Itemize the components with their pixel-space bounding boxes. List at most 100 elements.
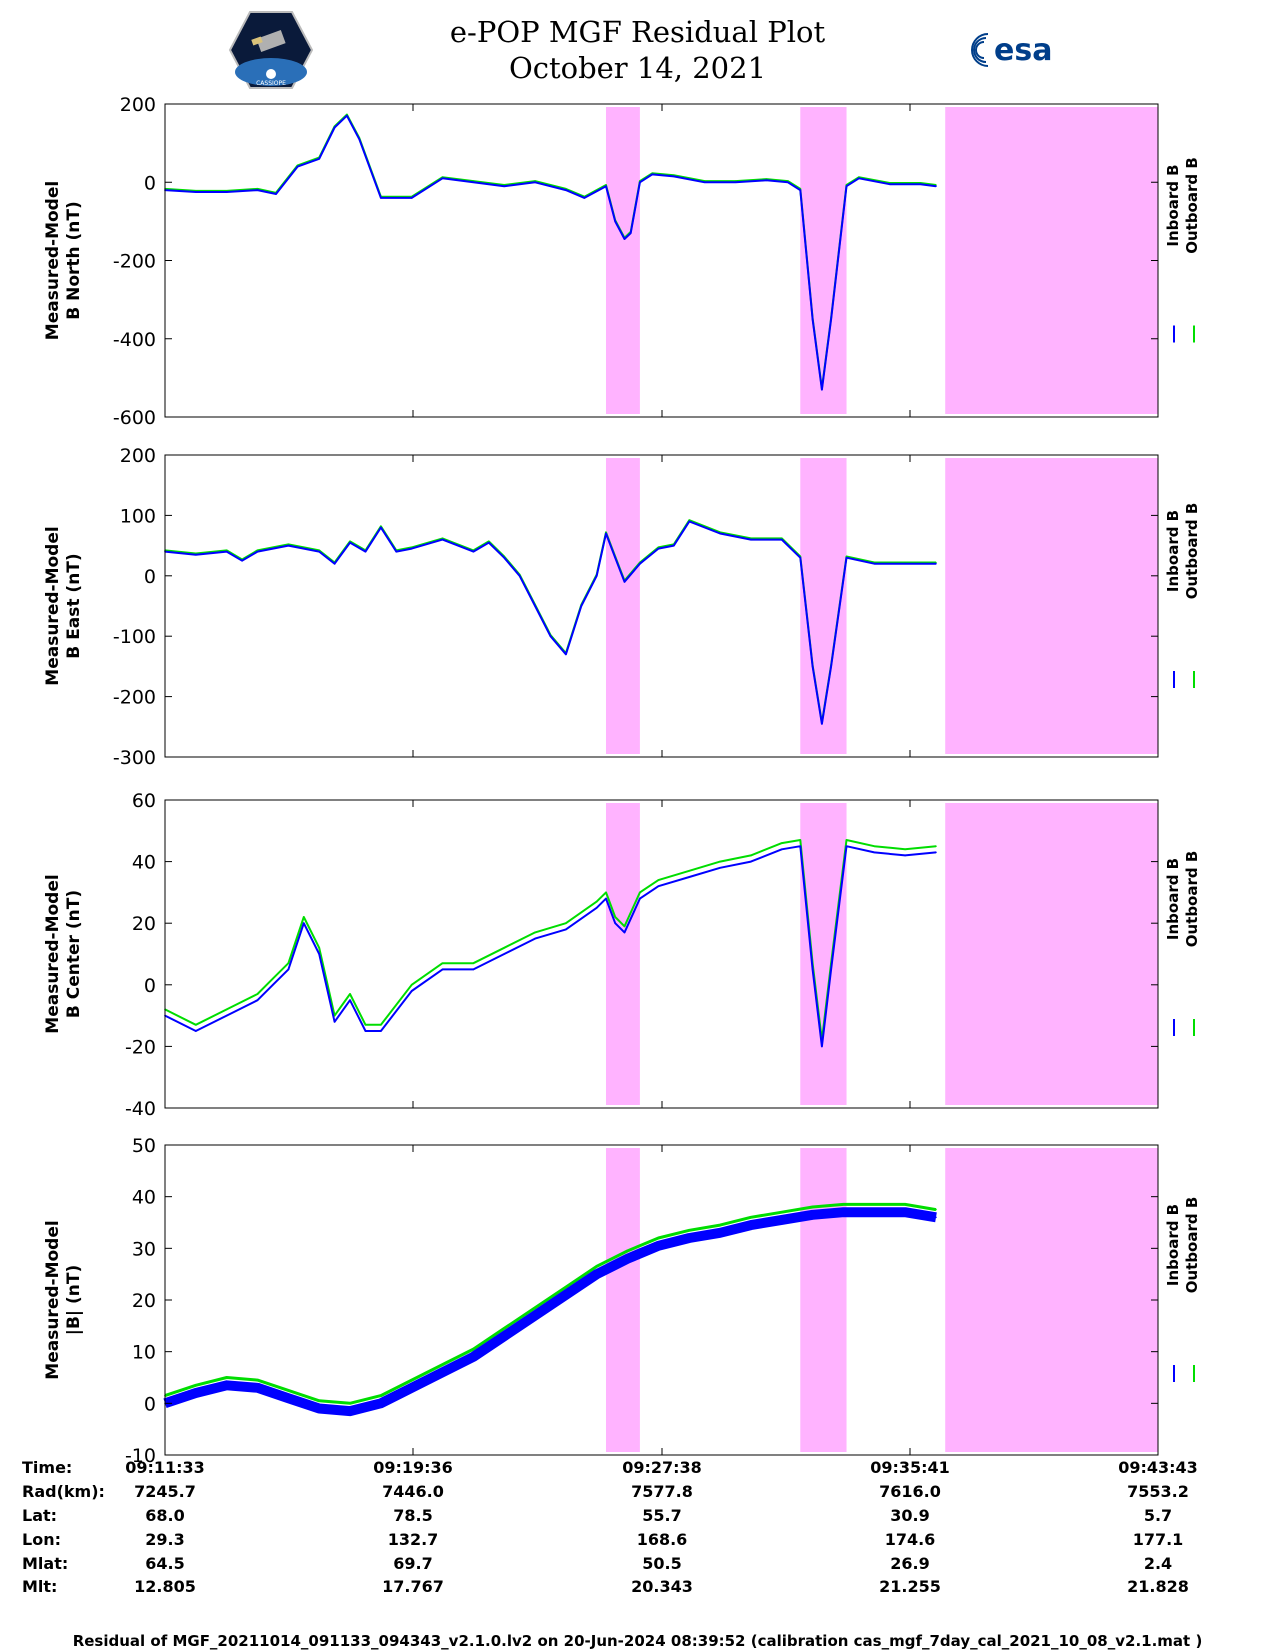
shaded-region-1: [605, 803, 640, 1105]
y-tick-label: -200: [113, 251, 156, 273]
legend-outboard-label: Outboard B: [1183, 503, 1201, 600]
shaded-region-1: [605, 458, 640, 754]
inboard-point: [333, 126, 336, 129]
title-line-1: e-POP MGF Residual Plot: [449, 15, 826, 49]
inboard-point: [364, 1030, 367, 1032]
inboard-point: [688, 520, 691, 523]
legend-outboard-label: Outboard B: [1183, 157, 1201, 254]
inboard-point: [780, 848, 783, 851]
inboard-point: [811, 318, 814, 320]
inboard-point: [750, 1224, 752, 1226]
inboard-point: [565, 653, 567, 656]
inboard-point: [441, 1371, 444, 1374]
inboard-point: [614, 922, 617, 924]
inboard-point: [256, 1387, 259, 1389]
inboard-point: [256, 550, 259, 553]
outboard-point: [595, 900, 598, 903]
y-axis-label-line-1: Measured-Model: [43, 526, 63, 685]
inboard-point: [302, 922, 305, 924]
inboard-point: [318, 157, 320, 160]
inboard-series-line: [164, 845, 937, 1048]
inboard-point: [845, 185, 848, 187]
outboard-point: [503, 947, 506, 949]
outboard-point: [935, 1208, 937, 1211]
shaded-region-1: [605, 1148, 640, 1452]
shaded-region-2: [800, 803, 847, 1105]
inboard-point: [534, 181, 536, 184]
inboard-point: [349, 999, 351, 1001]
inboard-point: [811, 665, 814, 668]
inboard-point: [904, 1211, 906, 1213]
outboard-point: [799, 839, 802, 841]
inboard-point: [472, 968, 475, 971]
inboard-point: [780, 538, 783, 541]
legend-labels: Inboard BOutboard B: [1164, 851, 1201, 948]
inboard-point: [275, 193, 277, 195]
outboard-point: [256, 1379, 259, 1381]
outboard-point: [780, 1211, 783, 1213]
inboard-point: [256, 999, 259, 1001]
inboard-point: [410, 990, 413, 992]
outboard-point: [688, 870, 691, 872]
legend-inboard-label: Inboard B: [1164, 858, 1182, 940]
cassiope-logo: CASSIOPE: [228, 11, 314, 89]
outboard-point: [256, 993, 259, 995]
inboard-point: [472, 181, 475, 184]
svg-text:CASSIOPE: CASSIOPE: [256, 80, 286, 87]
y-tick-label: 0: [144, 1393, 156, 1415]
chart-title: e-POP MGF Residual Plot October 14, 2021: [0, 14, 1275, 86]
inboard-point: [595, 575, 598, 577]
y-tick-label: -100: [113, 626, 156, 648]
footer-caption: Residual of MGF_20211014_091133_094343_v…: [72, 1632, 1203, 1650]
inboard-point: [534, 937, 536, 940]
inboard-point: [623, 931, 626, 934]
y-tick-label: 200: [120, 445, 156, 467]
outboard-point: [873, 845, 876, 847]
inboard-point: [904, 854, 906, 857]
inboard-point: [845, 845, 848, 847]
inboard-point: [639, 897, 641, 900]
shaded-region-3: [945, 1148, 1158, 1452]
outboard-series-line: [164, 1202, 937, 1405]
y-axis-label: Measured-ModelB East (nT): [43, 526, 84, 685]
outboard-point: [639, 891, 641, 894]
inboard-point: [346, 114, 348, 117]
inboard-point: [287, 544, 290, 547]
y-tick-label: 200: [120, 94, 156, 116]
y-axis-label: Measured-Model|B| (nT): [43, 1220, 84, 1379]
inboard-point: [441, 968, 444, 971]
inboard-point: [935, 185, 937, 187]
outboard-point: [225, 1376, 228, 1379]
outboard-point: [904, 848, 906, 851]
outboard-point: [657, 1237, 660, 1239]
inboard-point: [626, 1257, 629, 1260]
inboard-point: [799, 189, 802, 191]
inboard-point: [534, 1314, 536, 1317]
outboard-point: [811, 1206, 814, 1208]
title-line-2: October 14, 2021: [508, 51, 767, 85]
inboard-point: [349, 541, 351, 544]
inboard-point: [734, 181, 737, 184]
inboard-point: [225, 191, 228, 193]
inboard-point: [673, 175, 675, 178]
y-axis-label-line-2: B North (nT): [64, 201, 84, 320]
y-tick-label: 40: [132, 1187, 156, 1209]
inboard-point: [623, 238, 626, 240]
y-tick-label: 60: [132, 790, 156, 812]
y-tick-label: -40: [125, 1098, 156, 1120]
legend-labels: Inboard BOutboard B: [1164, 157, 1201, 254]
y-axis-label-line-2: B East (nT): [64, 553, 84, 658]
y-tick-label: -600: [113, 407, 156, 429]
inboard-point: [821, 388, 823, 391]
inboard-point: [639, 562, 641, 565]
legend-inboard-label: Inboard B: [1164, 164, 1182, 246]
inboard-point: [565, 189, 567, 191]
outboard-point: [410, 984, 413, 986]
inboard-point: [811, 1213, 814, 1216]
legend-inboard-label: Inboard B: [1164, 510, 1182, 592]
inboard-point: [364, 550, 367, 553]
inboard-point: [935, 851, 937, 854]
esa-logo: esa: [971, 33, 1052, 68]
inboard-point: [380, 1030, 382, 1032]
